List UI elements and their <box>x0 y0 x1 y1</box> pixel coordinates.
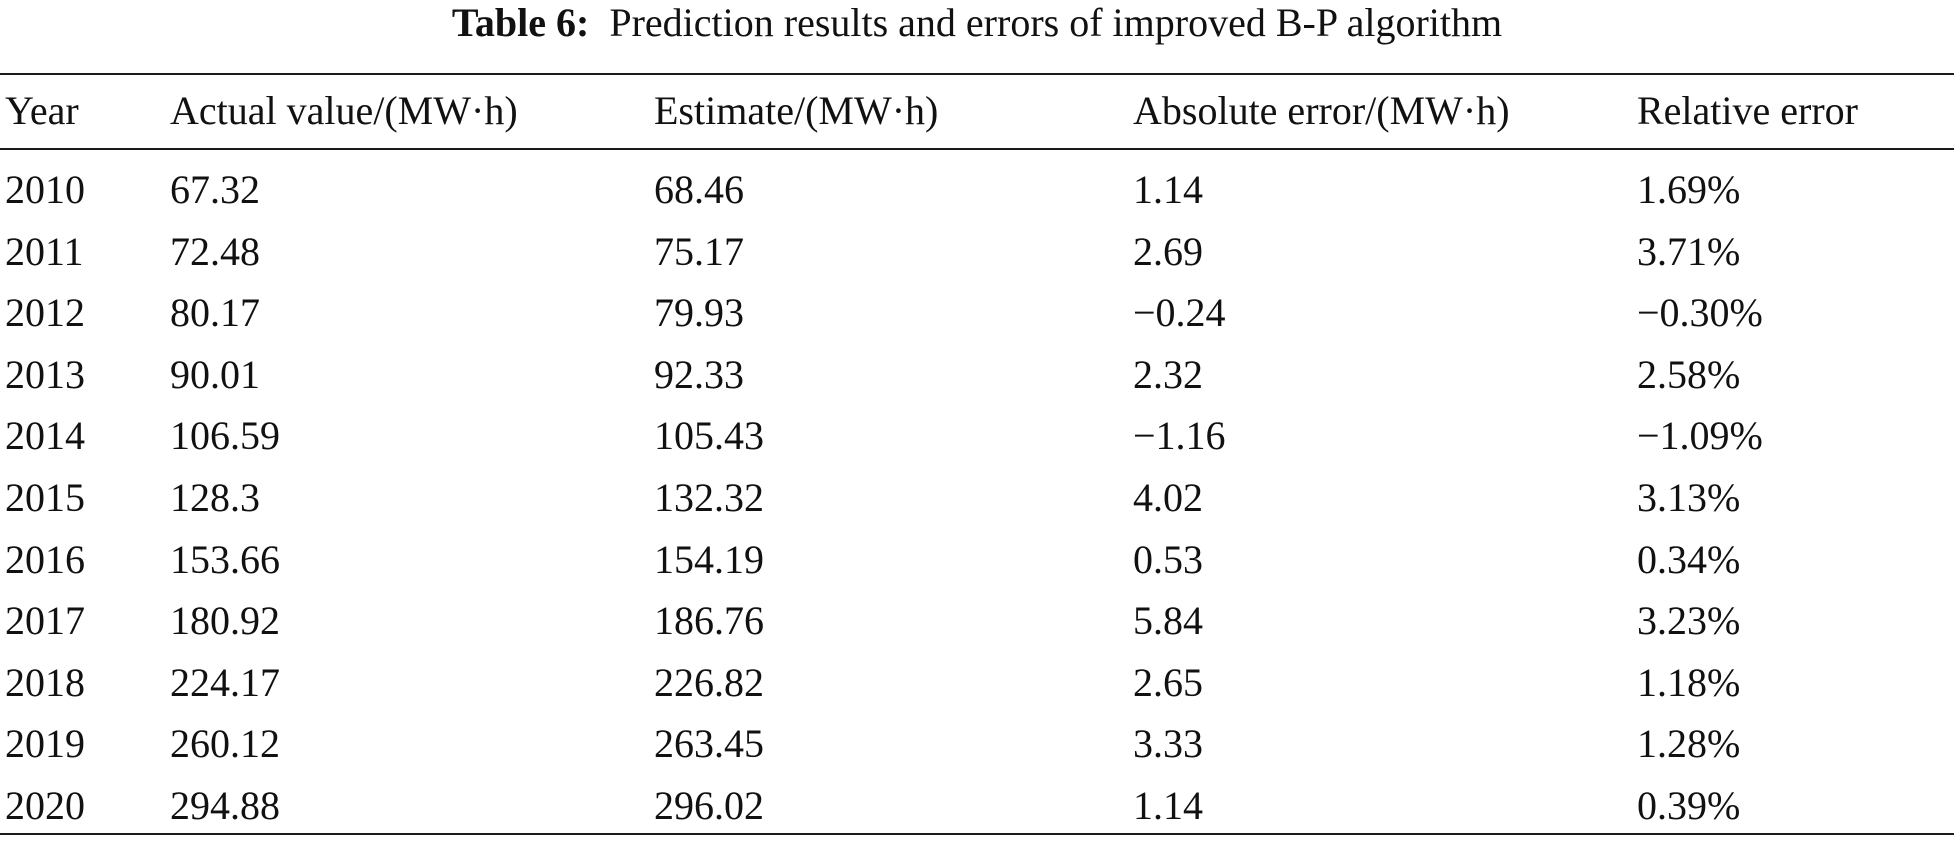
estimate-cell: 132.32 <box>654 475 764 520</box>
table-caption: Table 6: Prediction results and errors o… <box>0 0 1954 60</box>
actual-value-cell: 106.59 <box>170 413 280 459</box>
estimate-cell: 68.46 <box>654 167 744 212</box>
relative-error-cell: 1.18% <box>1637 659 1741 705</box>
year-cell: 2018 <box>5 659 85 705</box>
header-absolute-error: Absolute error/(MW·h) <box>1133 88 1510 133</box>
table-bottom-rule <box>0 833 1954 835</box>
table-row: 2020 294.88 296.02 1.14 0.39% <box>0 775 1954 837</box>
table-row: 2016 153.66 154.19 0.53 0.34% <box>0 529 1954 591</box>
year-cell: 2017 <box>5 598 85 644</box>
actual-value-cell: 153.66 <box>170 536 280 582</box>
absolute-error-cell: 1.14 <box>1133 783 1203 828</box>
year-cell: 2014 <box>5 413 85 459</box>
relative-error-cell: 3.23% <box>1637 598 1741 644</box>
year-cell: 2012 <box>5 290 85 336</box>
relative-error-cell: 3.13% <box>1637 475 1741 520</box>
estimate-cell: 226.82 <box>654 659 764 705</box>
relative-error-cell: 1.28% <box>1637 721 1741 767</box>
header-year: Year <box>5 88 79 133</box>
actual-value-cell: 128.3 <box>170 475 260 520</box>
estimate-cell: 75.17 <box>654 228 744 274</box>
absolute-error-cell: −0.24 <box>1133 290 1226 336</box>
actual-value-cell: 80.17 <box>170 290 260 336</box>
table-row: 2015 128.3 132.32 4.02 3.13% <box>0 467 1954 529</box>
estimate-cell: 154.19 <box>654 536 764 582</box>
year-cell: 2010 <box>5 167 85 212</box>
absolute-error-cell: 4.02 <box>1133 475 1203 520</box>
absolute-error-cell: 2.69 <box>1133 228 1203 274</box>
year-cell: 2013 <box>5 351 85 397</box>
year-cell: 2011 <box>5 228 84 274</box>
estimate-cell: 296.02 <box>654 783 764 828</box>
actual-value-cell: 180.92 <box>170 598 280 644</box>
year-cell: 2015 <box>5 475 85 520</box>
absolute-error-cell: 0.53 <box>1133 536 1203 582</box>
year-cell: 2019 <box>5 721 85 767</box>
table-row: 2017 180.92 186.76 5.84 3.23% <box>0 590 1954 652</box>
relative-error-cell: 0.39% <box>1637 783 1741 828</box>
relative-error-cell: 1.69% <box>1637 167 1741 212</box>
estimate-cell: 186.76 <box>654 598 764 644</box>
absolute-error-cell: 2.65 <box>1133 659 1203 705</box>
actual-value-cell: 90.01 <box>170 351 260 397</box>
actual-value-cell: 224.17 <box>170 659 280 705</box>
table-caption-label: Table 6: <box>451 0 590 45</box>
year-cell: 2020 <box>5 783 85 828</box>
relative-error-cell: −0.30% <box>1637 290 1763 336</box>
header-estimate: Estimate/(MW·h) <box>654 88 939 133</box>
table-row: 2019 260.12 263.45 3.33 1.28% <box>0 713 1954 775</box>
absolute-error-cell: −1.16 <box>1133 413 1226 459</box>
relative-error-cell: 2.58% <box>1637 351 1741 397</box>
table-row: 2014 106.59 105.43 −1.16 −1.09% <box>0 405 1954 467</box>
table-row: 2013 90.01 92.33 2.32 2.58% <box>0 344 1954 406</box>
estimate-cell: 92.33 <box>654 351 744 397</box>
absolute-error-cell: 1.14 <box>1133 167 1203 212</box>
estimate-cell: 105.43 <box>654 413 764 459</box>
header-relative-error: Relative error <box>1637 88 1858 133</box>
estimate-cell: 79.93 <box>654 290 744 336</box>
table-row: 2011 72.48 75.17 2.69 3.71% <box>0 221 1954 283</box>
table-caption-text: Prediction results and errors of improve… <box>609 0 1503 45</box>
absolute-error-cell: 5.84 <box>1133 598 1203 644</box>
table-header-row: Year Actual value/(MW·h) Estimate/(MW·h)… <box>0 80 1954 142</box>
year-cell: 2016 <box>5 536 85 582</box>
actual-value-cell: 67.32 <box>170 167 260 212</box>
estimate-cell: 263.45 <box>654 721 764 767</box>
actual-value-cell: 294.88 <box>170 783 280 828</box>
actual-value-cell: 260.12 <box>170 721 280 767</box>
table-row: 2012 80.17 79.93 −0.24 −0.30% <box>0 282 1954 344</box>
header-actual-value: Actual value/(MW·h) <box>170 88 518 133</box>
relative-error-cell: 0.34% <box>1637 536 1741 582</box>
table-top-rule <box>0 73 1954 75</box>
actual-value-cell: 72.48 <box>170 228 260 274</box>
table-header-rule <box>0 148 1954 150</box>
relative-error-cell: 3.71% <box>1637 228 1741 274</box>
table-row: 2010 67.32 68.46 1.14 1.69% <box>0 159 1954 221</box>
table-row: 2018 224.17 226.82 2.65 1.18% <box>0 652 1954 714</box>
absolute-error-cell: 2.32 <box>1133 351 1203 397</box>
relative-error-cell: −1.09% <box>1637 413 1763 459</box>
absolute-error-cell: 3.33 <box>1133 721 1203 767</box>
